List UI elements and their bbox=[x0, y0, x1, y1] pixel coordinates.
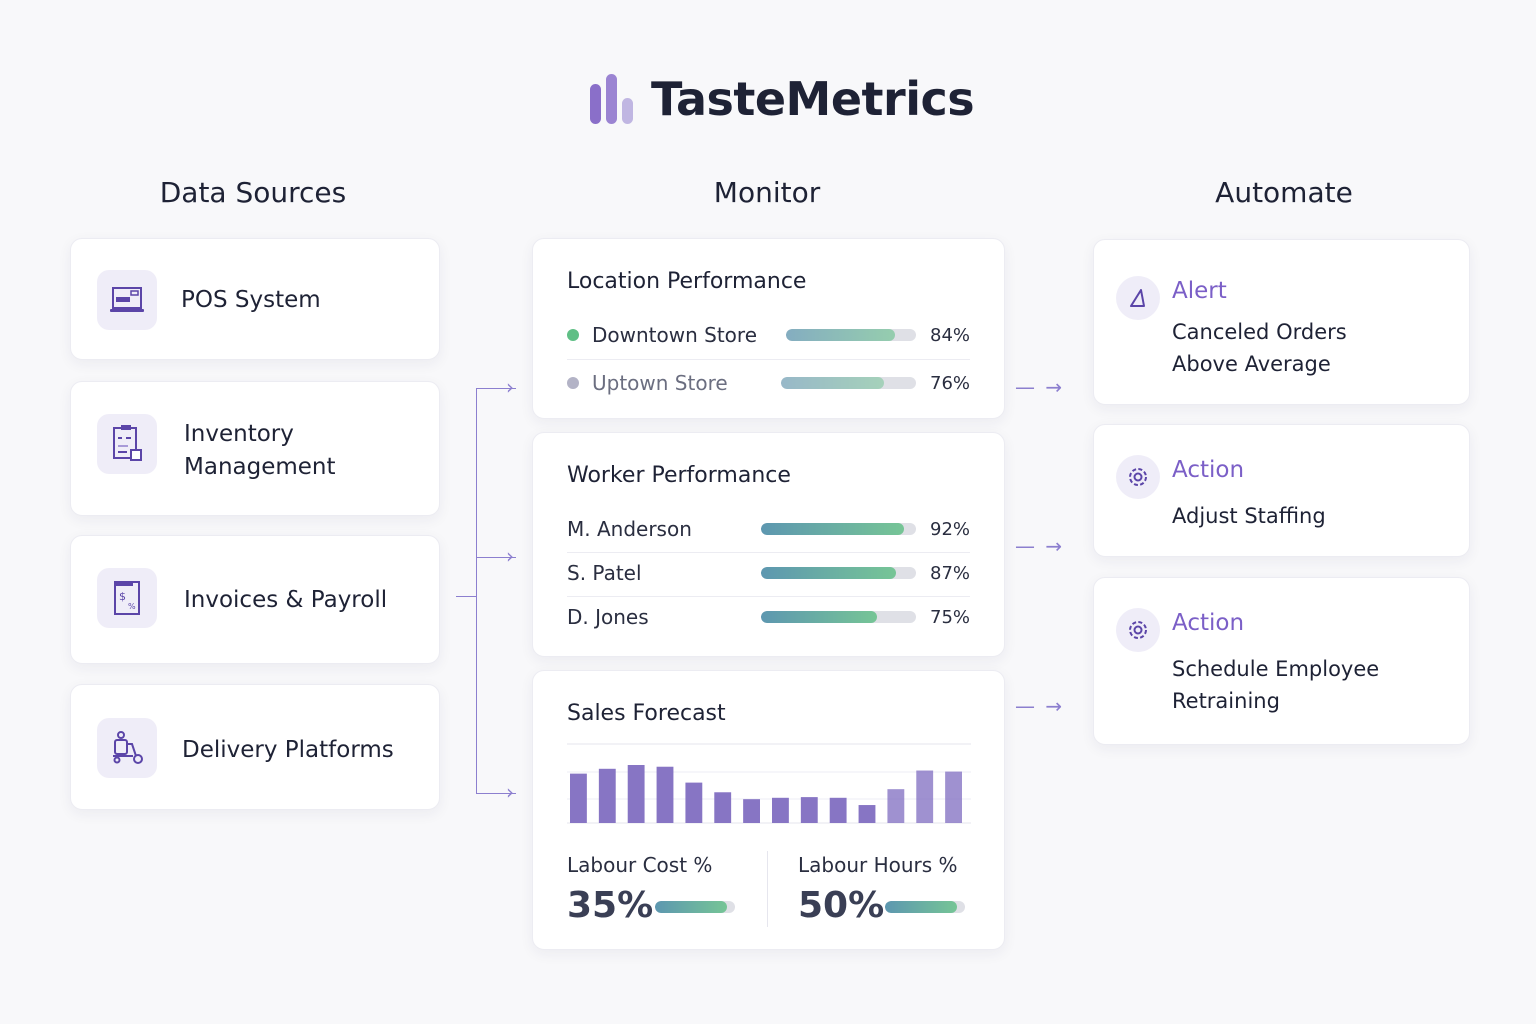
location-row: Uptown Store 76% bbox=[567, 361, 970, 405]
column-heading-automate: Automate bbox=[1215, 176, 1353, 209]
source-label: Delivery Platforms bbox=[182, 737, 394, 763]
dashed-arrow-icon: — → bbox=[1015, 534, 1065, 558]
source-label: Invoices & Payroll bbox=[184, 587, 388, 613]
brand-logo: TasteMetrics bbox=[590, 72, 975, 126]
labour-hours-label: Labour Hours % bbox=[798, 853, 958, 877]
arrow-right-icon: › bbox=[506, 780, 514, 804]
sales-forecast-card: Sales Forecast Labour Cost % 35% Labour … bbox=[532, 670, 1005, 950]
automation-desc: Adjust Staffing bbox=[1172, 504, 1326, 528]
connector-line bbox=[476, 557, 516, 558]
location-performance-card: Location Performance Downtown Store 84% … bbox=[532, 238, 1005, 419]
source-card-invoices[interactable]: $% Invoices & Payroll bbox=[70, 535, 440, 664]
logo-bars-icon bbox=[590, 74, 633, 124]
card-title: Worker Performance bbox=[567, 463, 791, 488]
card-title: Location Performance bbox=[567, 269, 807, 294]
automation-desc: Canceled Orders Above Average bbox=[1172, 320, 1347, 376]
forecast-bar bbox=[743, 799, 760, 823]
percent-value: 92% bbox=[930, 518, 971, 540]
connector-line bbox=[456, 596, 476, 597]
worker-name: S. Patel bbox=[567, 561, 642, 585]
column-heading-monitor: Monitor bbox=[713, 176, 821, 209]
labour-hours-value: 50% bbox=[798, 885, 885, 926]
card-title: Sales Forecast bbox=[567, 701, 726, 726]
worker-name: D. Jones bbox=[567, 605, 649, 629]
progress-bar bbox=[761, 567, 916, 579]
connector-line bbox=[476, 388, 516, 389]
dashed-arrow-icon: — → bbox=[1015, 694, 1065, 718]
forecast-bar bbox=[598, 768, 616, 823]
worker-row: S. Patel 87% bbox=[567, 551, 970, 595]
source-label: Inventory Management bbox=[184, 421, 336, 480]
source-card-delivery[interactable]: Delivery Platforms bbox=[70, 684, 440, 810]
progress-bar bbox=[781, 377, 916, 389]
brand-name: TasteMetrics bbox=[651, 72, 975, 126]
alert-triangle-icon bbox=[1116, 276, 1160, 320]
source-card-inventory[interactable]: Inventory Management bbox=[70, 381, 440, 516]
invoice-dollar-icon: $% bbox=[97, 568, 157, 628]
delivery-scooter-icon bbox=[97, 718, 157, 778]
connector-line bbox=[476, 793, 516, 794]
percent-value: 75% bbox=[930, 606, 971, 628]
arrow-right-icon: › bbox=[506, 544, 514, 568]
gear-icon bbox=[1116, 608, 1160, 652]
labour-cost-label: Labour Cost % bbox=[567, 853, 713, 877]
column-heading-sources: Data Sources bbox=[159, 176, 347, 209]
status-dot bbox=[567, 329, 579, 341]
automation-card-staffing[interactable]: Action Adjust Staffing bbox=[1093, 424, 1470, 557]
source-label: POS System bbox=[181, 287, 321, 313]
forecast-bar bbox=[829, 797, 847, 823]
forecast-bar-chart bbox=[567, 743, 971, 824]
svg-text:%: % bbox=[128, 602, 136, 611]
forecast-bar bbox=[714, 792, 732, 823]
percent-value: 84% bbox=[930, 324, 971, 346]
progress-bar bbox=[786, 329, 916, 341]
worker-row: D. Jones 75% bbox=[567, 595, 970, 639]
forecast-bar bbox=[685, 782, 703, 823]
automation-kind: Action bbox=[1172, 457, 1245, 483]
automation-kind: Action bbox=[1172, 610, 1245, 636]
forecast-bar bbox=[656, 766, 674, 823]
automation-desc: Schedule Employee Retraining bbox=[1172, 657, 1380, 713]
automation-card-retraining[interactable]: Action Schedule Employee Retraining bbox=[1093, 577, 1470, 745]
connector-line bbox=[476, 388, 477, 794]
svg-text:$: $ bbox=[119, 590, 126, 603]
forecast-bar bbox=[916, 770, 934, 823]
forecast-bar bbox=[858, 805, 876, 823]
forecast-bar bbox=[945, 771, 962, 823]
automation-card-alert[interactable]: Alert Canceled Orders Above Average bbox=[1093, 239, 1470, 405]
automation-kind: Alert bbox=[1172, 278, 1227, 304]
forecast-bar bbox=[887, 789, 905, 823]
location-name: Uptown Store bbox=[592, 371, 728, 395]
dashed-arrow-icon: — → bbox=[1015, 375, 1065, 399]
forecast-bar bbox=[772, 797, 789, 823]
labour-cost-value: 35% bbox=[567, 885, 654, 926]
pos-terminal-icon bbox=[97, 270, 157, 330]
labour-hours-bar bbox=[885, 901, 965, 913]
progress-bar bbox=[761, 611, 916, 623]
arrow-right-icon: › bbox=[506, 375, 514, 399]
worker-row: M. Anderson 92% bbox=[567, 507, 970, 551]
location-row: Downtown Store 84% bbox=[567, 313, 970, 357]
forecast-bar bbox=[570, 773, 587, 823]
forecast-bar bbox=[800, 797, 818, 823]
percent-value: 76% bbox=[930, 372, 971, 394]
location-name: Downtown Store bbox=[592, 323, 757, 347]
gear-icon bbox=[1116, 455, 1160, 499]
worker-performance-card: Worker Performance M. Anderson 92% S. Pat… bbox=[532, 432, 1005, 657]
status-dot bbox=[567, 377, 579, 389]
clipboard-inventory-icon bbox=[97, 414, 157, 474]
worker-name: M. Anderson bbox=[567, 517, 692, 541]
source-card-pos[interactable]: POS System bbox=[70, 238, 440, 360]
forecast-bar bbox=[627, 765, 645, 823]
progress-bar bbox=[761, 523, 916, 535]
percent-value: 87% bbox=[930, 562, 971, 584]
labour-cost-bar bbox=[655, 901, 735, 913]
